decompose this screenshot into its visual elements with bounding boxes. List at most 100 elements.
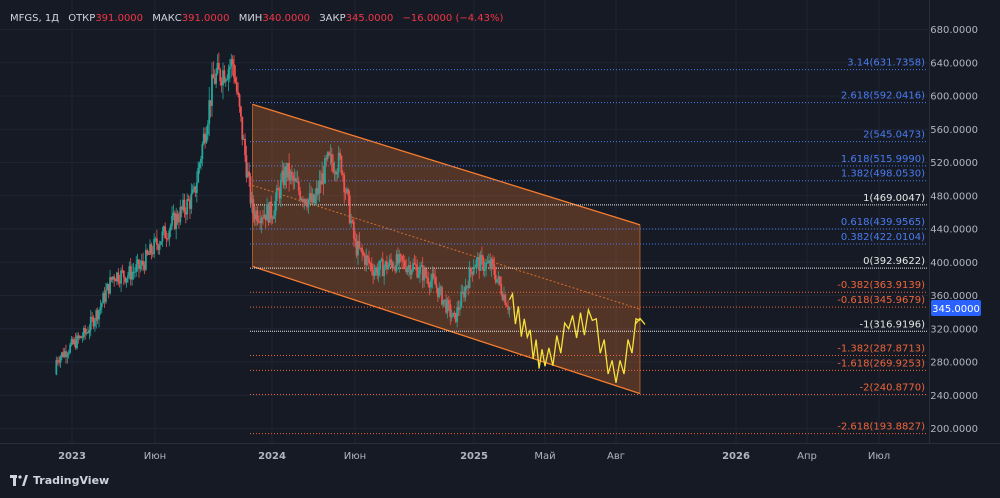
fib-levels: 3.14(631.7358) 2.618(592.0416) 2(545.0473)… [250, 58, 928, 435]
candle-body [142, 260, 145, 265]
price-tick-label: 640.0000 [930, 58, 978, 69]
candle-body [144, 250, 147, 270]
candle-body [172, 212, 175, 216]
candle-body [279, 179, 282, 199]
time-tick-label: Авг [607, 451, 625, 462]
candle-body [191, 189, 194, 194]
candle-body [78, 336, 81, 339]
candle-body [486, 262, 489, 264]
candle-body [67, 352, 70, 355]
candle-body [497, 276, 500, 280]
candle-body [220, 81, 223, 86]
candle-body [217, 62, 220, 70]
candle-body [281, 170, 284, 180]
tradingview-brand[interactable]: TradingView [10, 474, 109, 487]
candle-body [249, 176, 252, 204]
candle-body [201, 144, 204, 159]
candle-body [187, 199, 190, 201]
candle-body [432, 273, 435, 278]
candle-body [431, 273, 434, 281]
candle-body [129, 266, 132, 280]
candle-body [325, 158, 328, 160]
candle-body [442, 299, 445, 305]
candle-body [109, 277, 111, 294]
candle-body [71, 339, 74, 344]
projection-path [508, 291, 646, 383]
candle-body [459, 307, 461, 311]
candle-body [503, 294, 505, 300]
candle-body [329, 154, 332, 156]
candle-body [87, 332, 89, 334]
candle-body [178, 221, 180, 223]
candle-body [81, 337, 84, 339]
candle-body [474, 266, 476, 268]
candle-body [213, 78, 216, 84]
fib-level-label: 0(392.9622) [863, 256, 925, 267]
candle-body [450, 316, 453, 318]
candle-body [158, 244, 161, 250]
candle-body [182, 199, 184, 210]
candle-body [251, 199, 253, 204]
candle-body [463, 291, 465, 298]
candle-body [414, 263, 417, 266]
candle-body [457, 307, 460, 311]
candle-body [237, 91, 240, 95]
candle-body [264, 214, 267, 221]
candle-body [485, 262, 487, 270]
fib-level-label: 3.14(631.7358) [847, 58, 925, 69]
candle-body [95, 310, 98, 321]
candle-body [408, 264, 410, 268]
candle-body [204, 133, 206, 143]
candle-body [423, 268, 426, 281]
candle-body [173, 212, 176, 229]
candle-body [252, 199, 255, 215]
candle-body [403, 260, 406, 268]
candle-body [456, 307, 459, 322]
candle-body [212, 74, 215, 79]
candle-body [85, 332, 88, 334]
candle-body [343, 174, 346, 193]
candle-body [60, 352, 63, 357]
low-value: 340.0000 [262, 13, 311, 24]
time-tick-label: 2024 [258, 451, 286, 462]
candle-body [282, 170, 285, 186]
candle-body [421, 265, 424, 281]
candle-body [176, 213, 179, 222]
candle-body [395, 254, 398, 272]
candle-body [128, 266, 131, 276]
candle-body [409, 264, 412, 275]
candle-body [278, 190, 281, 199]
candle-body [275, 188, 278, 201]
candle-body [99, 306, 102, 311]
candle-body [233, 64, 235, 78]
low-label: МИН [238, 13, 263, 24]
candle-body [153, 238, 156, 255]
candle-body [271, 218, 274, 220]
price-tick-label: 320.0000 [930, 324, 978, 335]
candle-body [226, 79, 229, 81]
candle-body [467, 285, 470, 288]
fib-level-label: 1(469.0047) [863, 193, 925, 204]
candle-body [111, 276, 114, 280]
candle-body [452, 312, 454, 317]
candle-body [307, 199, 310, 208]
fib-level-label: 0.618(439.9565) [841, 217, 925, 228]
candle-body [476, 257, 479, 260]
price-axis[interactable]: 680.0000 640.0000 600.0000 560.0000 520.0000… [930, 0, 1000, 443]
candle-body [441, 287, 443, 305]
candle-body [449, 303, 452, 317]
time-tick-label: Май [534, 451, 555, 462]
candle-body [322, 173, 325, 184]
candle-body [110, 277, 113, 280]
candle-body [430, 280, 432, 288]
fib-level-label: -1.382(287.8713) [837, 343, 925, 354]
candle-body [89, 316, 92, 330]
candle-body [336, 171, 339, 175]
time-axis-bg [0, 443, 1000, 498]
candle-body [498, 276, 501, 284]
candle-body [401, 255, 403, 261]
candle-body [390, 259, 392, 263]
candle-body [257, 221, 260, 223]
